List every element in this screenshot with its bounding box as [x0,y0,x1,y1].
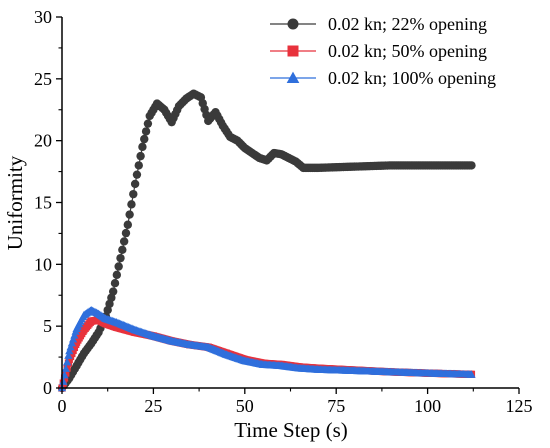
legend-item: 0.02 kn; 50% opening [270,41,487,61]
series-1 [57,89,476,393]
data-point [141,127,151,136]
y-tick-label: 25 [34,69,52,89]
data-point [65,346,74,355]
data-point [129,189,138,199]
legend-marker [286,71,300,84]
data-point [62,357,72,366]
y-tick-label: 15 [34,193,52,213]
data-point [136,151,145,161]
data-point [467,161,476,170]
legend-marker [287,45,299,57]
data-point [61,364,70,372]
y-axis-label: Uniformity [3,155,27,250]
data-point [467,370,476,378]
data-point [114,262,123,271]
x-tick-label: 75 [327,396,345,416]
x-tick-label: 50 [236,396,254,416]
data-point [134,161,143,170]
plot-area [57,89,476,393]
data-point [123,220,133,229]
y-tick-label: 0 [43,378,52,398]
data-point [127,200,136,209]
data-point [143,119,153,128]
y-tick-label: 20 [34,131,52,151]
data-point [69,335,78,343]
data-point [125,210,134,219]
data-point [110,278,120,288]
legend-label: 0.02 kn; 22% opening [328,14,487,34]
x-tick-label: 0 [58,396,67,416]
x-tick-label: 25 [144,396,162,416]
data-point [112,270,122,280]
data-point [140,134,149,144]
legend-label: 0.02 kn; 100% opening [328,68,496,88]
data-point [66,342,75,351]
legend: 0.02 kn; 22% opening 0.02 kn; 50% opening… [270,14,496,88]
data-point [121,228,131,238]
series-3 [57,305,476,392]
data-point [59,377,68,385]
legend-label: 0.02 kn; 50% opening [328,41,487,61]
y-tick-labels: 0 5 10 15 20 25 30 [34,7,52,398]
axes [56,16,520,394]
x-tick-label: 125 [506,396,533,416]
legend-marker [287,18,299,30]
data-point [132,170,142,179]
y-tick-label: 5 [43,316,52,336]
data-point [108,287,118,296]
data-point [130,179,140,189]
x-tick-labels: 0 25 50 75 100 125 [58,396,533,416]
data-point [116,253,125,263]
x-axis-label: Time Step (s) [234,418,348,442]
legend-item: 0.02 kn; 22% opening [270,14,487,34]
data-point [67,338,77,347]
data-point [138,142,147,152]
legend-item: 0.02 kn; 100% opening [270,68,496,88]
y-tick-label: 30 [34,7,52,27]
data-point [119,237,129,246]
y-tick-label: 10 [34,254,52,274]
data-point [64,351,73,359]
data-point [62,369,70,377]
x-tick-label: 100 [414,396,441,416]
data-point [118,245,127,255]
data-point [70,331,79,339]
